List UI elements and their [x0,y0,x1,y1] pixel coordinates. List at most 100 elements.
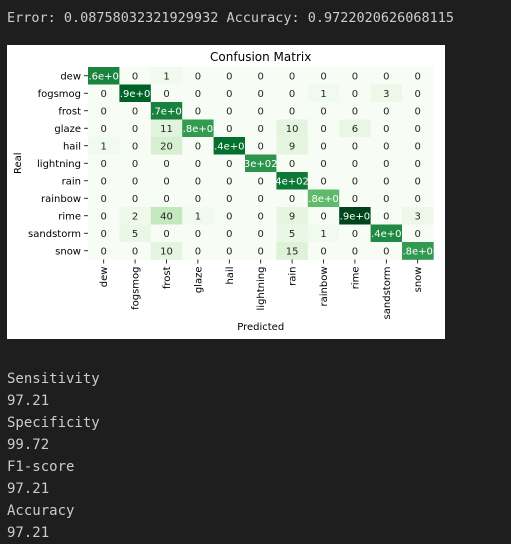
cell-value-label: 0 [195,229,201,240]
cell-value-label: 0 [383,124,389,135]
cell-value-label: 0 [195,246,201,257]
cell-value-label: 0 [352,141,358,152]
cell-value-label: 0 [383,106,389,117]
heatmap-cell [182,189,214,208]
cell-value-label: 0 [258,194,264,205]
heatmap-cell [119,189,152,208]
cell-value-label: 0 [163,89,169,100]
x-axis-label: Predicted [237,322,284,333]
confusion-matrix-svg: Confusion Matrix.6e+0 0 1 0 0 0 0 0 0 0 00.9e+0 0 0 0… [13,50,434,333]
cell-value-label: 0 [352,89,358,100]
heatmap-cell [276,137,309,155]
heatmap-cell [213,242,246,260]
heatmap-cell [339,67,371,85]
cell-value-label: 0 [101,211,107,222]
cell-value-label: 0 [258,106,264,117]
x-tick-label: rainbow [319,267,330,307]
heatmap-cell [119,172,152,190]
cell-value-label: 11 [160,124,173,135]
metric-value-accuracy: 97.21 [7,525,50,541]
heatmap-cell [307,189,340,208]
heatmap-cell [245,102,277,120]
heatmap-cell [402,224,434,243]
cell-value-label: 0 [352,176,358,187]
heatmap-cell [213,102,246,120]
heatmap-cell [370,172,403,190]
cell-value-label: 0 [258,176,264,187]
heatmap-cell [88,67,120,85]
heatmap-cell [213,172,246,190]
cell-value-label: 1 [320,229,326,240]
cell-value-label: 0 [320,246,326,257]
cell-value-label: 0 [289,89,295,100]
cell-value-label: 0 [352,194,358,205]
cell-value-label: 0 [258,89,264,100]
cell-value-label: 0 [320,159,326,170]
heatmap-cell [182,67,214,85]
metric-value-specificity: 99.72 [7,437,50,453]
heatmap-cell [402,119,434,138]
cell-value-label: 0 [132,176,138,187]
cell-value-label: 0 [258,246,264,257]
metric-label-f1-score: F1-score [7,459,75,475]
cell-value-label: 0 [383,141,389,152]
cell-value-label: 0 [132,159,138,170]
cell-value-label: 0 [226,159,232,170]
y-tick-label: snow [55,246,81,257]
x-tick-label: lightning [256,267,267,311]
heatmap-cell [213,224,246,243]
metric-value-f1-score: 97.21 [7,481,50,497]
heatmap-cell [213,67,246,85]
heatmap-cell [245,172,277,190]
cell-value-label: 4.4e+02 [208,141,251,152]
cell-value-label: .8e+0 [183,124,213,135]
cell-value-label: 0 [226,71,232,82]
cell-value-label: 0 [352,159,358,170]
heatmap-cell [276,84,309,103]
heatmap-cell [307,154,340,173]
cell-value-label: .9e+0 [340,211,370,222]
cell-value-label: 0 [163,194,169,205]
cell-value-label: 0 [320,141,326,152]
cell-value-label: 0 [101,159,107,170]
heatmap-cell [307,137,340,155]
cell-value-label: 3 [383,89,389,100]
heatmap-cell [307,84,340,103]
heatmap-cell [402,242,434,260]
cell-value-label: 0 [101,106,107,117]
cell-value-label: 0 [320,211,326,222]
heatmap-cell [245,154,277,173]
output-header-line: Error: 0.08758032321929932 Accuracy: 0.9… [7,10,455,26]
heatmap-cell [402,207,434,225]
cell-value-label: 0 [289,159,295,170]
heatmap-cell [182,84,214,103]
cell-value-label: .6e+0 [88,71,118,82]
heatmap-cell [182,154,214,173]
cell-value-label: 0 [101,246,107,257]
heatmap-cell [307,207,340,225]
heatmap-cell [370,84,403,103]
heatmap-cell [245,84,277,103]
cell-value-label: 0 [415,229,421,240]
cell-value-label: 0 [320,124,326,135]
heatmap-cell [402,172,434,190]
heatmap-cell [370,102,403,120]
heatmap-cell [370,137,403,155]
y-tick-label: fogsmog [38,89,81,100]
cell-value-label: 0 [132,141,138,152]
heatmap-cell [339,119,371,138]
heatmap-cell [150,84,183,103]
cell-value-label: 0 [195,194,201,205]
heatmap-cell [182,172,214,190]
heatmap-cell [119,224,152,243]
heatmap-cell [88,172,120,190]
heatmap-cell [88,102,120,120]
heatmap-cell [150,207,183,225]
heatmap-cell [88,207,120,225]
heatmap-cell [245,67,277,85]
cell-value-label: 0 [352,229,358,240]
cell-value-label: 0 [383,159,389,170]
heatmap-cell [119,137,152,155]
heatmap-cell [150,172,183,190]
heatmap-cell [119,119,152,138]
